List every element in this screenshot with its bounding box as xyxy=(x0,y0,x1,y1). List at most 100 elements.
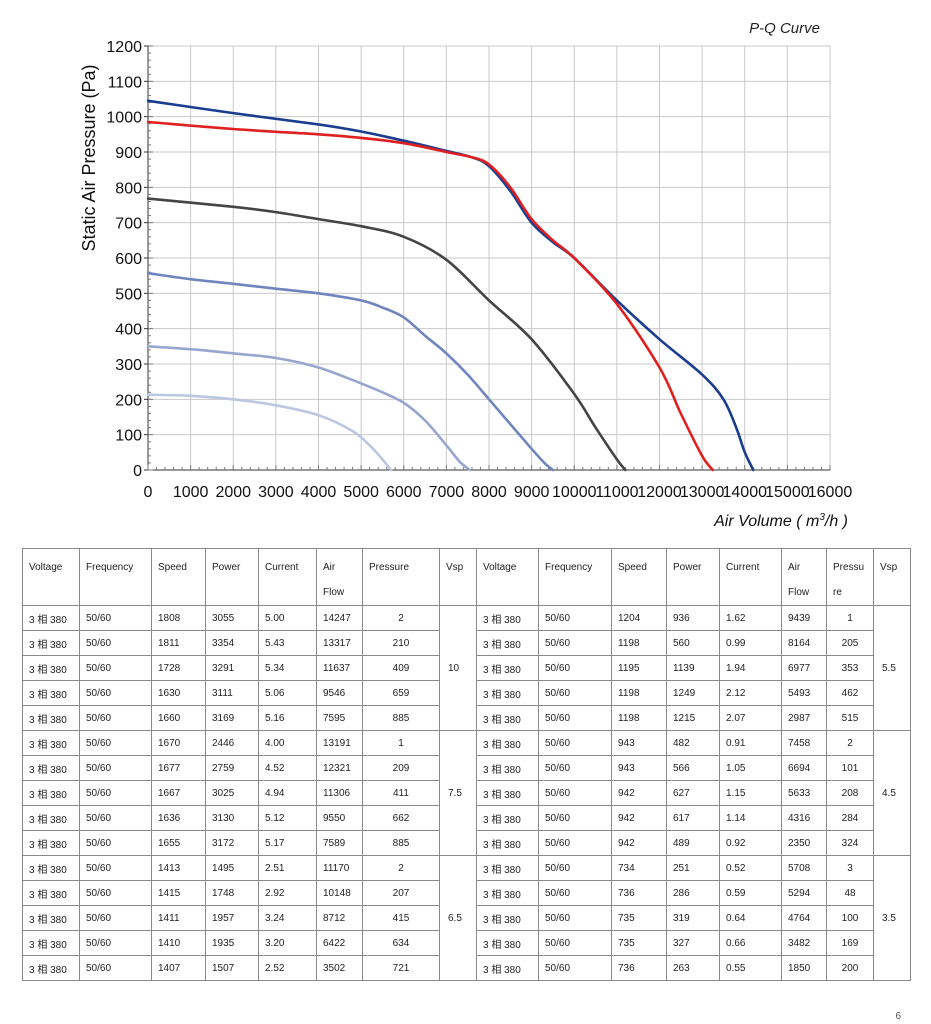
chart-tick-labels: 0 1000 2000 3000 4000 5000 6000 7000 8000 9000 100… xyxy=(106,39,852,501)
table-cell: 3 相 380 xyxy=(22,730,80,756)
table-cell: 10148 xyxy=(316,880,363,906)
column-header: Current xyxy=(258,548,317,606)
fan-spec-table: Voltage Frequency Speed Power Current Air Flo… xyxy=(22,548,911,981)
table-cell: 0.66 xyxy=(719,930,782,956)
table-cell: 12321 xyxy=(316,755,363,781)
table-cell: 9550 xyxy=(316,805,363,831)
vsp-cell-right: 5.5 xyxy=(873,605,911,731)
table-cell: 6977 xyxy=(781,655,827,681)
table-row: 3 相 380 50/60 1667 3025 4.94 11306 411 3 相 380 5… xyxy=(22,780,911,806)
table-cell: 1850 xyxy=(781,955,827,981)
y-tick-label: 400 xyxy=(115,322,142,339)
column-header: Frequency xyxy=(538,548,612,606)
table-cell: 1.15 xyxy=(719,780,782,806)
vsp-cell-right: 4.5 xyxy=(873,730,911,856)
table-cell: 1811 xyxy=(151,630,206,656)
table-cell: 3502 xyxy=(316,955,363,981)
table-cell: 7595 xyxy=(316,705,363,731)
table-cell: 627 xyxy=(666,780,720,806)
table-cell: 0.91 xyxy=(719,730,782,756)
table-cell: 1957 xyxy=(205,905,259,931)
table-cell: 0.64 xyxy=(719,905,782,931)
column-header: Vsp xyxy=(873,548,911,606)
table-cell: 942 xyxy=(611,805,667,831)
table-cell: 1411 xyxy=(151,905,206,931)
table-cell: 1407 xyxy=(151,955,206,981)
pq-curve-5 xyxy=(146,345,472,472)
table-cell: 286 xyxy=(666,880,720,906)
table-cell: 617 xyxy=(666,805,720,831)
table-cell: 2.92 xyxy=(258,880,317,906)
table-cell: 936 xyxy=(666,605,720,631)
x-tick-label: 9000 xyxy=(514,484,550,501)
table-cell: 50/60 xyxy=(538,705,612,731)
table-cell: 50/60 xyxy=(79,830,152,856)
y-tick-label: 1100 xyxy=(108,74,143,91)
table-cell: 3 相 380 xyxy=(22,780,80,806)
table-cell: 208 xyxy=(826,780,874,806)
table-cell: 50/60 xyxy=(79,755,152,781)
table-cell: 3130 xyxy=(205,805,259,831)
x-axis-label-end: /h ) xyxy=(824,513,848,530)
table-cell: 9439 xyxy=(781,605,827,631)
table-cell: 3 相 380 xyxy=(22,805,80,831)
table-cell: 4.94 xyxy=(258,780,317,806)
pq-curve-2 xyxy=(146,120,715,472)
table-cell: 13317 xyxy=(316,630,363,656)
table-cell: 662 xyxy=(362,805,440,831)
pq-chart: P-Q Curve 0 1000 2000 3000 4000 5000 6000 7000 8… xyxy=(79,20,852,530)
table-cell: 1.94 xyxy=(719,655,782,681)
table-cell: 5.17 xyxy=(258,830,317,856)
table-cell: 3.20 xyxy=(258,930,317,956)
table-cell: 3 相 380 xyxy=(22,955,80,981)
table-row: 3 相 380 50/60 1636 3130 5.12 9550 662 3 相 380 50… xyxy=(22,805,911,831)
x-tick-label: 2000 xyxy=(215,484,251,501)
table-cell: 560 xyxy=(666,630,720,656)
table-cell: 8164 xyxy=(781,630,827,656)
vsp-cell-right: 3.5 xyxy=(873,855,911,981)
table-cell: 50/60 xyxy=(79,605,152,631)
table-cell: 50/60 xyxy=(79,655,152,681)
table-cell: 50/60 xyxy=(79,730,152,756)
table-cell: 1677 xyxy=(151,755,206,781)
table-cell: 5.43 xyxy=(258,630,317,656)
table-cell: 200 xyxy=(826,955,874,981)
y-tick-label: 700 xyxy=(115,216,142,233)
table-cell: 2350 xyxy=(781,830,827,856)
table-cell: 1.62 xyxy=(719,605,782,631)
table-cell: 462 xyxy=(826,680,874,706)
table-cell: 3 相 380 xyxy=(22,605,80,631)
table-cell: 50/60 xyxy=(79,780,152,806)
table-cell: 6694 xyxy=(781,755,827,781)
table-cell: 3 相 380 xyxy=(476,905,539,931)
x-tick-label: 4000 xyxy=(301,484,337,501)
table-cell: 3 xyxy=(826,855,874,881)
table-cell: 6422 xyxy=(316,930,363,956)
column-header: Speed xyxy=(151,548,206,606)
table-cell: 3 相 380 xyxy=(476,705,539,731)
table-cell: 50/60 xyxy=(538,905,612,931)
table-cell: 2.07 xyxy=(719,705,782,731)
table-cell: 50/60 xyxy=(79,905,152,931)
table-cell: 1195 xyxy=(611,655,667,681)
table-cell: 1660 xyxy=(151,705,206,731)
y-tick-label: 500 xyxy=(115,286,142,303)
table-cell: 1410 xyxy=(151,930,206,956)
table-cell: 1507 xyxy=(205,955,259,981)
table-cell: 207 xyxy=(362,880,440,906)
table-cell: 50/60 xyxy=(79,680,152,706)
table-cell: 353 xyxy=(826,655,874,681)
table-cell: 489 xyxy=(666,830,720,856)
table-cell: 1748 xyxy=(205,880,259,906)
table-cell: 735 xyxy=(611,905,667,931)
table-cell: 3.24 xyxy=(258,905,317,931)
table-cell: 3055 xyxy=(205,605,259,631)
table-cell: 1 xyxy=(826,605,874,631)
y-tick-label: 600 xyxy=(115,251,142,268)
table-cell: 0.55 xyxy=(719,955,782,981)
table-cell: 736 xyxy=(611,955,667,981)
vsp-cell-left: 7.5 xyxy=(439,730,477,856)
table-cell: 3 相 380 xyxy=(22,880,80,906)
table-cell: 0.59 xyxy=(719,880,782,906)
table-cell: 5.00 xyxy=(258,605,317,631)
